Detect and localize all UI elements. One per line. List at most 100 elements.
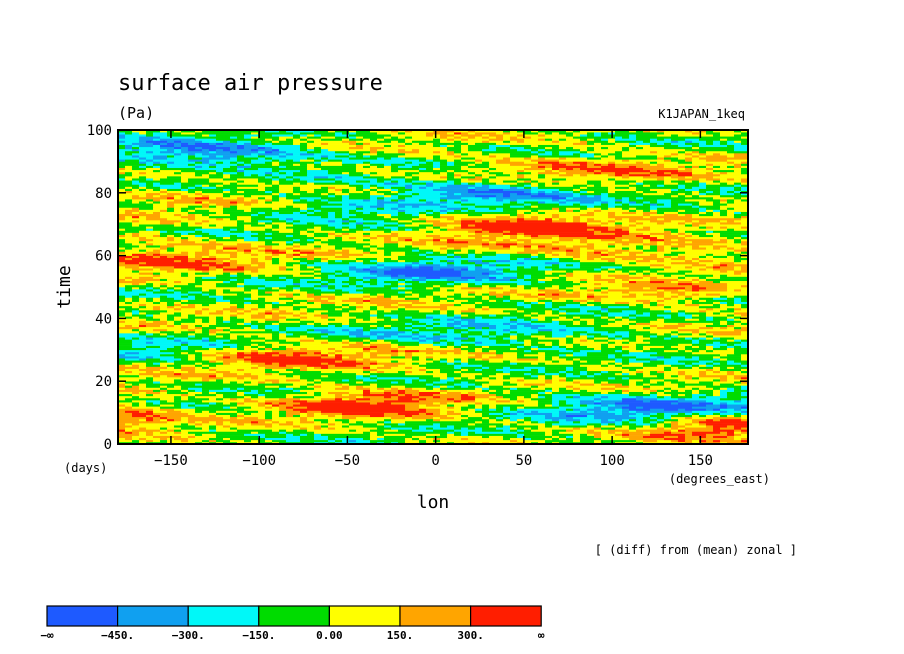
heatmap-cell bbox=[258, 410, 266, 413]
heatmap-cell bbox=[517, 423, 546, 426]
heatmap-cell bbox=[412, 358, 420, 361]
heatmap-cell bbox=[622, 418, 630, 422]
heatmap-cell bbox=[279, 230, 294, 233]
heatmap-cell bbox=[265, 337, 273, 340]
heatmap-cell bbox=[258, 287, 266, 290]
heatmap-cell bbox=[125, 358, 140, 361]
heatmap-cell bbox=[398, 301, 413, 305]
heatmap-cell bbox=[230, 305, 238, 309]
heatmap-cell bbox=[643, 257, 665, 261]
heatmap-cell bbox=[328, 310, 350, 313]
heatmap-cell bbox=[398, 412, 420, 415]
heatmap-cell bbox=[601, 418, 609, 422]
heatmap-cell bbox=[237, 427, 301, 430]
heatmap-cell bbox=[286, 268, 294, 271]
heatmap-cell bbox=[594, 433, 602, 436]
heatmap-cell bbox=[643, 395, 658, 399]
heatmap-cell bbox=[251, 251, 266, 254]
heatmap-cell bbox=[531, 341, 539, 344]
heatmap-cell bbox=[727, 345, 735, 348]
heatmap-cell bbox=[587, 303, 595, 307]
heatmap-cell bbox=[615, 255, 658, 258]
heatmap-cell bbox=[237, 356, 245, 359]
heatmap-cell bbox=[685, 213, 693, 217]
heatmap-cell bbox=[398, 255, 427, 258]
heatmap-cell bbox=[279, 243, 287, 246]
heatmap-cell bbox=[216, 310, 224, 313]
heatmap-cell bbox=[489, 305, 525, 309]
heatmap-cell bbox=[468, 282, 476, 286]
heatmap-cell bbox=[132, 297, 140, 300]
heatmap-cell bbox=[510, 377, 525, 380]
heatmap-cell bbox=[244, 272, 301, 275]
heatmap-cell bbox=[321, 385, 343, 388]
heatmap-cell bbox=[559, 284, 574, 288]
heatmap-cell bbox=[419, 333, 434, 336]
heatmap-cell bbox=[629, 280, 637, 284]
heatmap-cell bbox=[160, 353, 189, 357]
heatmap-cell bbox=[209, 232, 259, 235]
heatmap-cell bbox=[734, 238, 742, 242]
heatmap-cell bbox=[664, 337, 672, 340]
heatmap-cell bbox=[265, 232, 273, 235]
heatmap-cell bbox=[328, 335, 350, 338]
heatmap-cell bbox=[370, 268, 392, 271]
heatmap-cell bbox=[209, 253, 231, 256]
heatmap-cell bbox=[678, 423, 686, 426]
heatmap-cell bbox=[244, 345, 252, 348]
heatmap-cell bbox=[244, 249, 252, 252]
heatmap-cell bbox=[426, 280, 455, 284]
heatmap-cell bbox=[552, 433, 574, 436]
heatmap-cell bbox=[699, 366, 714, 369]
heatmap-cell bbox=[608, 330, 616, 334]
heatmap-cell bbox=[244, 395, 252, 399]
heatmap-cell bbox=[671, 423, 679, 426]
heatmap-cell bbox=[664, 243, 672, 246]
heatmap-cell bbox=[433, 318, 441, 321]
heatmap-cell bbox=[412, 429, 434, 432]
heatmap-cell bbox=[132, 429, 161, 432]
heatmap-cell bbox=[692, 270, 721, 273]
heatmap-cell bbox=[132, 370, 147, 374]
heatmap-cell bbox=[671, 389, 679, 392]
heatmap-cell bbox=[475, 310, 504, 313]
heatmap-cell bbox=[657, 397, 679, 401]
heatmap-cell bbox=[482, 420, 490, 424]
heatmap-cell bbox=[202, 439, 210, 443]
heatmap-cell bbox=[230, 280, 245, 284]
heatmap-cell bbox=[720, 362, 728, 365]
heatmap-cell bbox=[188, 272, 196, 275]
heatmap-cell bbox=[293, 395, 315, 399]
heatmap-cell bbox=[496, 408, 504, 411]
heatmap-cell bbox=[545, 217, 553, 221]
heatmap-cell bbox=[356, 270, 371, 273]
heatmap-cell bbox=[202, 379, 210, 382]
heatmap-cell bbox=[713, 425, 728, 428]
heatmap-cell bbox=[664, 228, 679, 231]
heatmap-cell bbox=[552, 297, 560, 300]
heatmap-cell bbox=[244, 397, 252, 401]
heatmap-cell bbox=[272, 343, 294, 346]
heatmap-cell bbox=[146, 324, 161, 328]
heatmap-cell bbox=[356, 328, 364, 332]
heatmap-cell bbox=[181, 259, 189, 263]
heatmap-cell bbox=[671, 220, 686, 223]
heatmap-cell bbox=[391, 268, 434, 271]
heatmap-cell bbox=[237, 284, 245, 288]
heatmap-cell bbox=[223, 236, 231, 240]
heatmap-cell bbox=[125, 299, 133, 302]
heatmap-cell bbox=[650, 270, 658, 273]
heatmap-cell bbox=[566, 385, 574, 388]
heatmap-cell bbox=[643, 435, 665, 439]
heatmap-cell bbox=[279, 404, 294, 407]
heatmap-cell bbox=[650, 299, 658, 302]
heatmap-cell bbox=[139, 287, 147, 290]
heatmap-cell bbox=[265, 393, 287, 397]
heatmap-cell bbox=[517, 387, 532, 390]
heatmap-cell bbox=[734, 408, 742, 411]
heatmap-cell bbox=[293, 245, 301, 248]
heatmap-cell bbox=[433, 437, 441, 441]
heatmap-cell bbox=[335, 295, 364, 298]
heatmap-cell bbox=[272, 423, 280, 426]
heatmap-cell bbox=[650, 385, 679, 388]
